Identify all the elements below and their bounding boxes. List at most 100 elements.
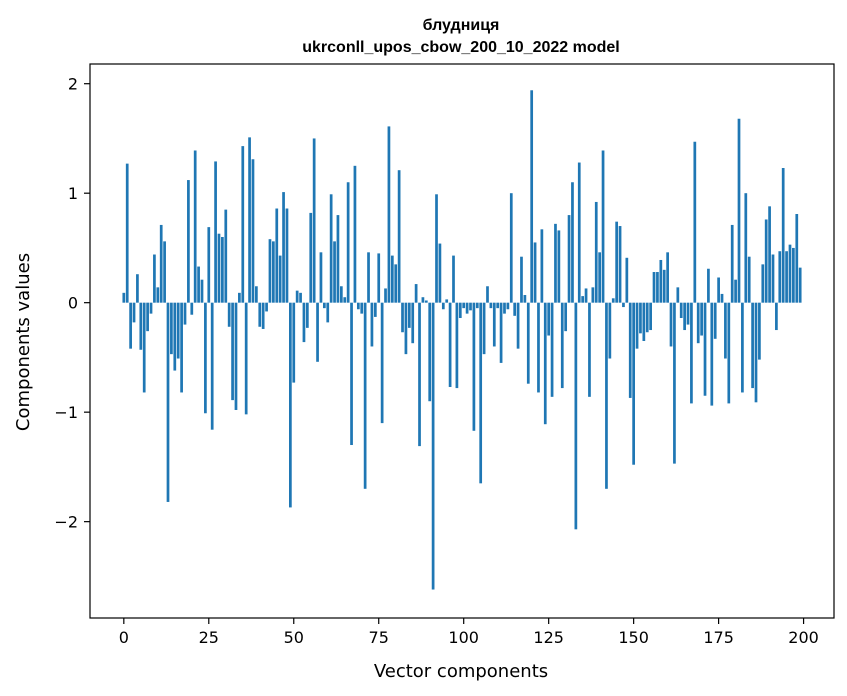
bar	[441, 302, 445, 310]
bar	[445, 299, 449, 303]
bar	[166, 302, 170, 502]
bar	[394, 264, 398, 303]
bar	[577, 162, 581, 303]
bar	[601, 150, 605, 303]
bar	[350, 302, 353, 446]
bar	[520, 256, 523, 303]
bar	[693, 141, 697, 303]
bar	[316, 302, 319, 362]
bar	[666, 252, 669, 303]
bar	[339, 286, 343, 303]
bar	[659, 259, 663, 303]
bar-series	[122, 90, 802, 590]
bar	[628, 302, 632, 398]
bar	[217, 233, 221, 303]
bar	[700, 302, 703, 336]
bar	[690, 302, 693, 404]
bar	[503, 302, 506, 314]
bar	[571, 182, 574, 303]
bar	[696, 302, 700, 344]
chart-title: блудниця	[423, 17, 500, 34]
bar	[210, 302, 214, 430]
bar	[234, 302, 238, 410]
bar	[554, 223, 557, 303]
bar	[356, 302, 360, 310]
bar	[163, 241, 166, 303]
x-tick-label: 150	[618, 628, 649, 647]
bar	[513, 302, 517, 316]
bar	[785, 251, 788, 303]
bar	[309, 212, 313, 303]
bar	[707, 268, 710, 303]
bar	[333, 241, 336, 303]
x-tick-label: 50	[284, 628, 304, 647]
bar	[448, 302, 452, 387]
bar	[465, 302, 469, 314]
bar	[744, 193, 748, 303]
bar	[632, 302, 635, 465]
bar	[292, 302, 296, 383]
bar	[775, 302, 778, 331]
bar	[727, 302, 731, 404]
bar	[530, 90, 534, 303]
bar	[594, 201, 598, 303]
bar	[136, 274, 139, 303]
bar	[622, 302, 625, 308]
bar	[299, 292, 302, 303]
bar	[360, 302, 364, 314]
x-axis-ticks: 0 25 50 75 100 125 150 175 200	[119, 618, 819, 647]
bar	[724, 302, 727, 359]
bar	[285, 208, 289, 303]
bar	[407, 302, 411, 328]
bar	[384, 288, 387, 303]
bar	[207, 227, 211, 303]
bar	[424, 300, 428, 303]
bar	[720, 293, 724, 303]
bar	[645, 302, 649, 333]
bar	[170, 302, 173, 355]
bar	[421, 297, 425, 303]
bar	[258, 302, 262, 327]
bar	[431, 302, 435, 590]
bar	[489, 302, 493, 309]
bar	[200, 279, 204, 303]
bar	[139, 302, 143, 350]
bar	[132, 302, 136, 323]
bar	[149, 302, 153, 314]
bar	[146, 302, 149, 332]
bar	[289, 302, 292, 508]
bar	[679, 302, 683, 319]
bar	[754, 302, 758, 403]
bar	[187, 180, 190, 303]
bar	[741, 302, 744, 393]
bar	[183, 302, 187, 325]
bar	[639, 302, 642, 334]
bar	[122, 292, 126, 303]
bar	[788, 244, 792, 303]
bar	[418, 302, 421, 447]
bar	[778, 251, 782, 303]
bar	[618, 226, 622, 303]
bar	[758, 302, 761, 360]
bar	[319, 252, 323, 303]
bar	[605, 302, 608, 489]
bar	[173, 302, 177, 371]
bar	[125, 163, 129, 303]
bar	[353, 165, 357, 303]
bar	[486, 286, 489, 303]
bar	[611, 298, 615, 303]
bar	[730, 224, 734, 303]
bar	[193, 150, 197, 303]
bar	[302, 302, 306, 343]
bar	[526, 302, 530, 384]
bar	[244, 302, 248, 415]
bar	[615, 221, 619, 303]
bar	[475, 302, 479, 309]
bar	[547, 302, 551, 336]
bar	[197, 266, 200, 303]
bar	[537, 302, 540, 393]
bar	[312, 138, 316, 303]
bar	[472, 302, 476, 431]
bar	[781, 168, 785, 303]
plot-area-frame	[89, 63, 835, 619]
